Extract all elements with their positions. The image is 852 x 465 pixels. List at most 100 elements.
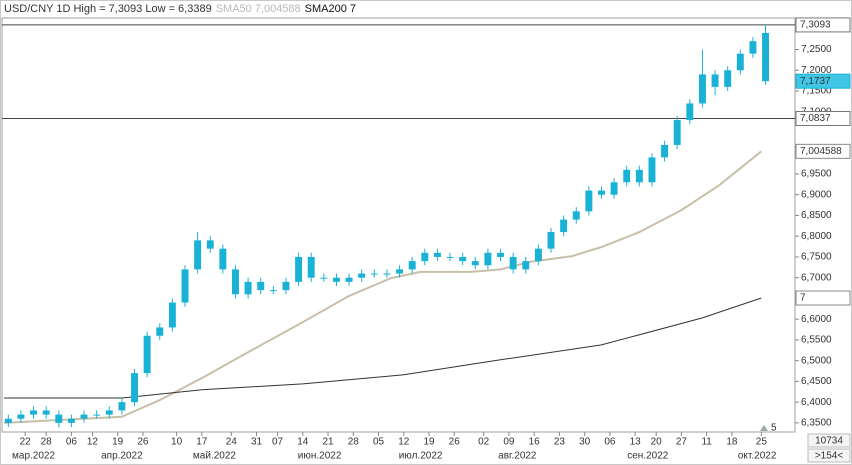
candle-body bbox=[534, 248, 542, 262]
candle-body bbox=[67, 418, 75, 423]
candle-body bbox=[4, 418, 12, 423]
y-tick-label: 6,9500 bbox=[801, 169, 832, 180]
candle-body bbox=[497, 252, 504, 257]
x-tick-label: 12 bbox=[398, 437, 410, 448]
indicator-line bbox=[4, 297, 762, 399]
level-box bbox=[795, 17, 851, 33]
month-label: мар.2022 bbox=[12, 451, 55, 462]
x-tick-label: 09 bbox=[503, 437, 515, 448]
candle-body bbox=[736, 53, 744, 71]
candle-body bbox=[345, 277, 353, 282]
candle-body bbox=[635, 169, 643, 183]
header: USD/CNY 1D High = 7,3093 Low = 6,3389 SMA… bbox=[4, 3, 356, 15]
y-tick-label: 7,2500 bbox=[801, 44, 832, 55]
candle-body bbox=[522, 261, 530, 270]
candle-body bbox=[585, 190, 593, 212]
x-tick-label: 19 bbox=[112, 437, 124, 448]
y-tick-label: 6,5500 bbox=[801, 335, 832, 346]
candle-body bbox=[118, 402, 126, 411]
y-tick-label: 6,7000 bbox=[801, 272, 832, 283]
y-tick-label: 7,1500 bbox=[801, 86, 832, 97]
candle-body bbox=[219, 248, 227, 270]
candle-body bbox=[269, 290, 277, 292]
candle-body bbox=[181, 269, 189, 303]
candle-body bbox=[383, 273, 391, 275]
candle-body bbox=[42, 410, 50, 415]
x-tick-label: 16 bbox=[529, 437, 541, 448]
candle-body bbox=[749, 41, 757, 54]
x-tick-label: 07 bbox=[272, 437, 284, 448]
x-tick-label: 28 bbox=[348, 437, 360, 448]
candle-body bbox=[572, 211, 580, 220]
y-tick-label: 6,8000 bbox=[801, 231, 832, 242]
marker-icon bbox=[760, 425, 768, 431]
indicator-box bbox=[795, 143, 851, 159]
candle-body bbox=[396, 269, 404, 274]
y-tick-label: 6,8500 bbox=[801, 210, 832, 221]
last-price-box bbox=[795, 73, 851, 89]
plot-area bbox=[1, 17, 796, 433]
x-tick-label: 25 bbox=[756, 437, 768, 448]
level-label: 7,0837 bbox=[800, 113, 831, 124]
indicator-name: SMA50 bbox=[216, 3, 252, 15]
candle-body bbox=[30, 410, 38, 415]
x-tick-label: 23 bbox=[554, 437, 566, 448]
bars-count: 10734 bbox=[815, 436, 843, 447]
candle-body bbox=[143, 335, 151, 374]
indicator-axis-label: 7,004588 bbox=[800, 146, 842, 157]
candle-body bbox=[93, 414, 101, 416]
candle-body bbox=[257, 281, 265, 291]
x-tick-label: 18 bbox=[726, 437, 738, 448]
x-tick-label: 24 bbox=[226, 437, 238, 448]
x-tick-label: 14 bbox=[297, 437, 309, 448]
x-tick-label: 26 bbox=[449, 437, 461, 448]
candle-body bbox=[156, 327, 164, 336]
candle-body bbox=[648, 157, 656, 183]
indicator-line bbox=[4, 150, 762, 424]
candle-body bbox=[446, 256, 454, 258]
x-tick-label: 27 bbox=[676, 437, 688, 448]
x-tick-label: 12 bbox=[87, 437, 99, 448]
candle-body bbox=[623, 169, 631, 183]
candle-body bbox=[459, 256, 467, 262]
indicator-axis-label: 7 bbox=[800, 293, 806, 304]
x-tick-label: 30 bbox=[579, 437, 591, 448]
x-tick-label: 19 bbox=[423, 437, 435, 448]
candle-body bbox=[421, 252, 429, 262]
indicator-box bbox=[795, 290, 851, 306]
candle-body bbox=[686, 103, 694, 121]
x-tick-label: 10 bbox=[171, 437, 183, 448]
candle-body bbox=[332, 277, 340, 282]
candle-body bbox=[295, 256, 303, 282]
candle-body bbox=[55, 414, 63, 423]
y-tick-label: 6,6000 bbox=[801, 314, 832, 325]
candle-body bbox=[168, 302, 176, 328]
candle-body bbox=[484, 252, 492, 266]
candle-body bbox=[661, 144, 669, 158]
y-tick-label: 6,3500 bbox=[801, 418, 832, 429]
y-tick-label: 7,2000 bbox=[801, 65, 832, 76]
x-tick-label: 20 bbox=[651, 437, 663, 448]
status: 5 10734 >154< bbox=[760, 423, 851, 463]
candle-body bbox=[610, 182, 618, 195]
month-label: май.2022 bbox=[193, 451, 236, 462]
candle-body bbox=[80, 414, 88, 419]
y-tick-label: 6,4500 bbox=[801, 376, 832, 387]
x-tick-label: 26 bbox=[137, 437, 149, 448]
month-label: окт.2022 bbox=[738, 451, 777, 462]
month-label: июн.2022 bbox=[298, 451, 342, 462]
offset: >154< bbox=[815, 451, 844, 462]
x-tick-label: 28 bbox=[41, 437, 53, 448]
candle-body bbox=[673, 120, 681, 145]
candle-body bbox=[244, 281, 252, 295]
indicator-value: 7,004588 bbox=[255, 3, 301, 15]
candle-body bbox=[206, 240, 214, 249]
y-tick-label: 6,5000 bbox=[801, 355, 832, 366]
y-tick-label: 6,4000 bbox=[801, 397, 832, 408]
candle-body bbox=[762, 32, 770, 82]
candle-body bbox=[370, 273, 378, 275]
level-label: 7,3093 bbox=[800, 20, 831, 31]
x-tick-label: 02 bbox=[478, 437, 490, 448]
candle-body bbox=[509, 256, 517, 270]
candle-body bbox=[698, 74, 706, 104]
